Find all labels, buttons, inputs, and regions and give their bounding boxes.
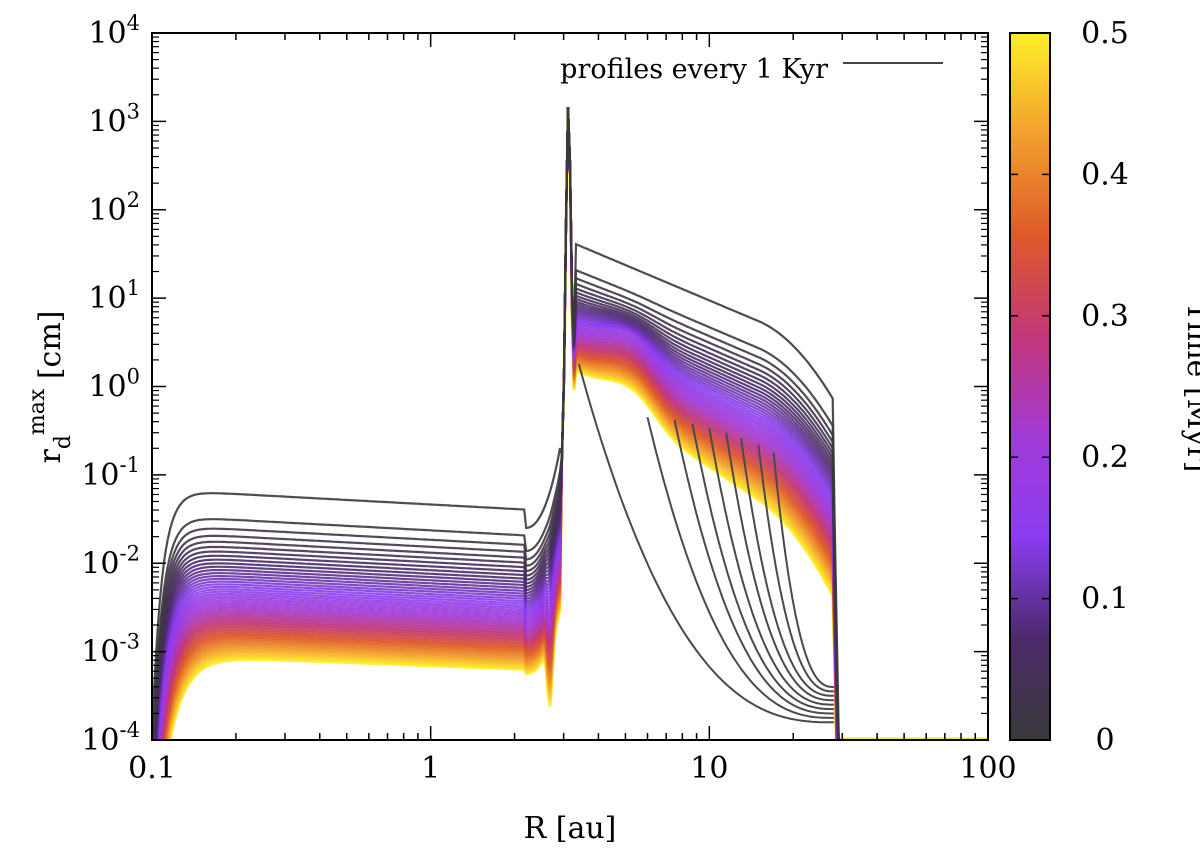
- early-profile-line: [740, 438, 834, 697]
- colorbar-tick-label: 0.2: [1081, 440, 1129, 475]
- y-axis-title: rdmax [cm]: [25, 310, 76, 463]
- profile-line: [152, 106, 841, 740]
- early-profile-line: [646, 416, 834, 719]
- early-profile-line: [725, 432, 834, 702]
- profiles-group: [152, 106, 988, 740]
- x-tick-label: 0.1: [128, 751, 176, 786]
- y-tick-label: 103: [88, 99, 140, 139]
- early-profile-line: [772, 452, 834, 688]
- y-tick-label: 102: [88, 188, 140, 228]
- x-axis-title: R [au]: [524, 811, 617, 846]
- y-axis: 10-4 10-3 10-2 10-1 100 101 102 103 104: [81, 11, 988, 758]
- y-tick-label: 10-3: [81, 630, 140, 670]
- y-tick-label: 10-4: [81, 718, 140, 758]
- legend-label: profiles every 1 Kyr: [560, 54, 828, 85]
- colorbar-label: Time [Myr]: [1180, 302, 1200, 473]
- colorbar-ticks: 0 0.1 0.2 0.3 0.4 0.5: [1010, 16, 1129, 758]
- y-tick-label: 100: [88, 365, 140, 405]
- x-tick-label: 100: [959, 751, 1016, 786]
- colorbar-tick-label: 0.3: [1081, 299, 1129, 334]
- y-tick-label: 104: [88, 11, 140, 51]
- y-tick-label: 10-1: [81, 453, 140, 493]
- x-tick-label: 10: [690, 751, 728, 786]
- legend: profiles every 1 Kyr: [560, 54, 943, 85]
- y-tick-label: 101: [88, 276, 140, 316]
- colorbar-tick-label: 0.4: [1081, 157, 1129, 192]
- colorbar: [1009, 32, 1051, 741]
- y-tick-label: 10-2: [81, 541, 140, 581]
- colorbar-tick-label: 0: [1095, 723, 1114, 758]
- svg-text:rdmax [cm]: rdmax [cm]: [25, 310, 76, 463]
- early-profile-line: [577, 363, 834, 724]
- y-axis-title-base: r: [33, 449, 68, 464]
- early-profile-line: [708, 427, 834, 706]
- early-profile-line: [757, 444, 834, 693]
- x-tick-label: 1: [421, 751, 440, 786]
- early-profile-line: [691, 423, 834, 711]
- y-axis-title-sub: d: [51, 435, 76, 449]
- colorbar-tick-label: 0.1: [1081, 582, 1129, 617]
- y-axis-title-sup: max: [25, 388, 50, 435]
- colorbar-tick-label: 0.5: [1081, 16, 1129, 51]
- early-profile-line: [673, 419, 834, 715]
- x-axis: 0.1 1 10 100: [128, 33, 1017, 786]
- y-axis-title-unit: [cm]: [33, 310, 68, 388]
